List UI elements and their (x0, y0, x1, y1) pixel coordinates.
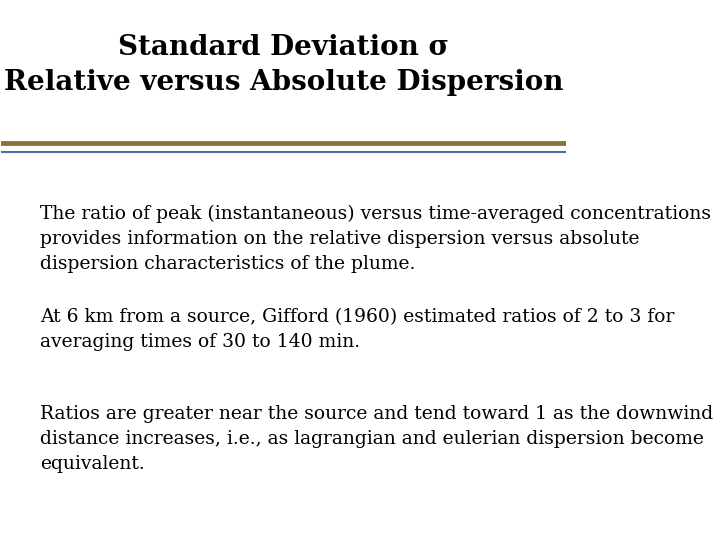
Text: Ratios are greater near the source and tend toward 1 as the downwind
distance in: Ratios are greater near the source and t… (40, 405, 714, 473)
Text: Standard Deviation σ
Relative versus Absolute Dispersion: Standard Deviation σ Relative versus Abs… (4, 33, 563, 96)
Text: The ratio of peak (instantaneous) versus time-averaged concentrations
provides i: The ratio of peak (instantaneous) versus… (40, 205, 711, 273)
Text: At 6 km from a source, Gifford (1960) estimated ratios of 2 to 3 for
averaging t: At 6 km from a source, Gifford (1960) es… (40, 308, 675, 351)
